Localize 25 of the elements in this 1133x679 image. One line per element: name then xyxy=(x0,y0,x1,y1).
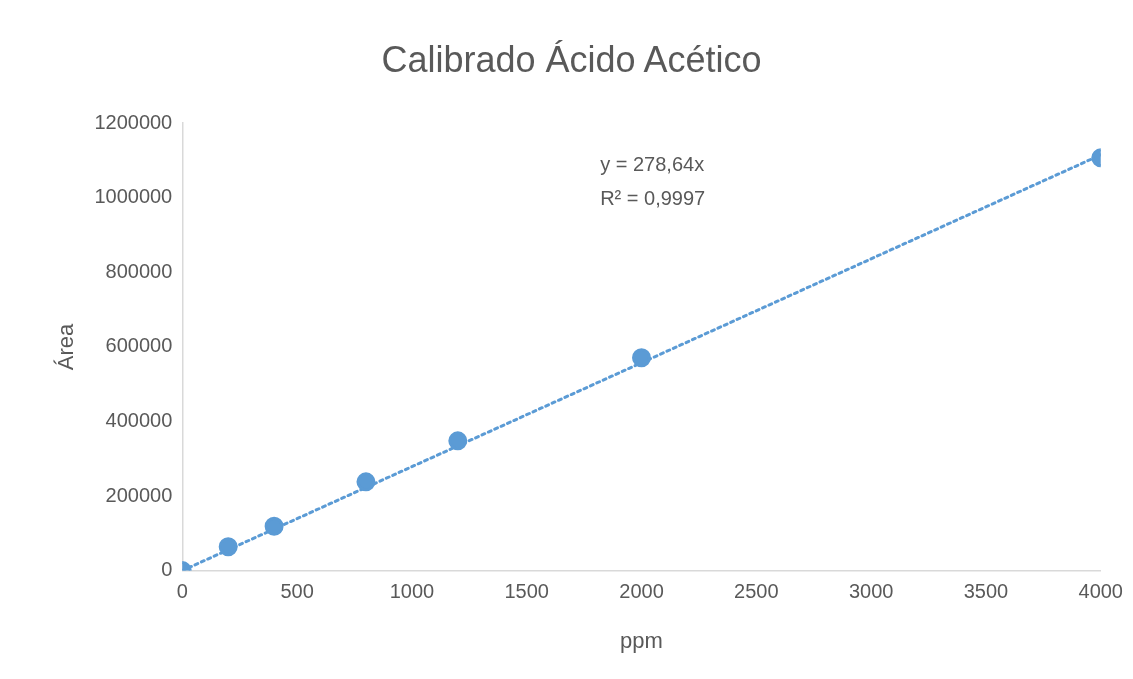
annotation: R² = 0,9997 xyxy=(600,186,706,209)
x-tick-label: 1500 xyxy=(504,580,549,603)
y-tick-label: 1200000 xyxy=(94,110,173,133)
x-tick-label: 0 xyxy=(176,580,188,603)
x-tick-label: 3500 xyxy=(963,580,1009,603)
chart-title: Calibrado Ácido Acético xyxy=(381,38,762,80)
x-axis-title: ppm xyxy=(620,627,663,653)
x-tick-label: 500 xyxy=(280,580,314,603)
point xyxy=(356,472,376,492)
annotation: y = 278,64x xyxy=(600,152,705,175)
y-tick-label: 800000 xyxy=(105,259,173,282)
x-tick-label: 3000 xyxy=(848,580,894,603)
y-tick-label: 400000 xyxy=(105,408,173,431)
y-axis-title: Área xyxy=(53,322,79,371)
point xyxy=(448,431,468,451)
x-tick-label: 2500 xyxy=(734,580,779,603)
y-tick-label: 600000 xyxy=(105,334,173,357)
y-tick-label: 0 xyxy=(161,558,173,581)
point xyxy=(218,537,238,557)
y-tick-label: 200000 xyxy=(105,483,173,506)
point xyxy=(264,516,284,536)
x-tick-label: 4000 xyxy=(1078,580,1123,603)
x-tick-label: 1000 xyxy=(389,580,435,603)
x-tick-label: 2000 xyxy=(619,580,664,603)
y-tick-label: 1000000 xyxy=(94,185,173,208)
